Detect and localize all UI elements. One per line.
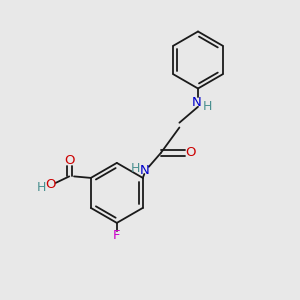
Text: H: H [203, 100, 212, 113]
Text: O: O [185, 146, 196, 160]
Text: N: N [140, 164, 149, 177]
Text: H: H [37, 181, 46, 194]
Text: O: O [45, 178, 56, 191]
Text: H: H [130, 161, 140, 175]
Text: N: N [192, 95, 201, 109]
Text: O: O [64, 154, 74, 167]
Text: F: F [113, 229, 121, 242]
